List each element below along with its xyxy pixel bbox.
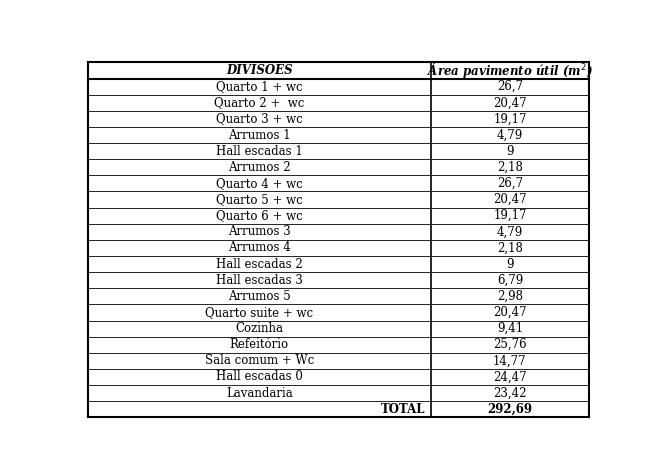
Text: 24,47: 24,47 bbox=[493, 370, 527, 383]
Text: Quarto 6 + wc: Quarto 6 + wc bbox=[216, 209, 303, 222]
Text: 2,18: 2,18 bbox=[497, 161, 523, 174]
Text: Quarto 5 + wc: Quarto 5 + wc bbox=[216, 193, 303, 206]
Text: 2,18: 2,18 bbox=[497, 241, 523, 255]
Text: Arrumos 2: Arrumos 2 bbox=[228, 161, 290, 174]
Text: Arrumos 3: Arrumos 3 bbox=[228, 225, 290, 238]
Text: 20,47: 20,47 bbox=[493, 193, 527, 206]
Text: 19,17: 19,17 bbox=[493, 113, 527, 125]
Text: 26,7: 26,7 bbox=[497, 80, 523, 93]
Text: 23,42: 23,42 bbox=[493, 387, 527, 399]
Text: 9,41: 9,41 bbox=[497, 322, 523, 335]
Text: Área pavimento útil (m$^2$): Área pavimento útil (m$^2$) bbox=[427, 61, 593, 80]
Text: 9: 9 bbox=[506, 257, 513, 271]
Text: Arrumos 5: Arrumos 5 bbox=[228, 290, 290, 303]
Text: Quarto 1 + wc: Quarto 1 + wc bbox=[216, 80, 303, 93]
Text: DIVISÕES: DIVISÕES bbox=[226, 64, 292, 77]
Text: 20,47: 20,47 bbox=[493, 306, 527, 319]
Text: 2,98: 2,98 bbox=[497, 290, 523, 303]
Text: 6,79: 6,79 bbox=[497, 274, 523, 287]
Text: Arrumos 1: Arrumos 1 bbox=[228, 129, 290, 142]
Text: Hall escadas 3: Hall escadas 3 bbox=[216, 274, 303, 287]
Text: Hall escadas 2: Hall escadas 2 bbox=[216, 257, 303, 271]
Text: Lavandaria: Lavandaria bbox=[226, 387, 292, 399]
Text: 4,79: 4,79 bbox=[497, 129, 523, 142]
Text: Quarto 4 + wc: Quarto 4 + wc bbox=[216, 177, 303, 190]
Text: Arrumos 4: Arrumos 4 bbox=[228, 241, 290, 255]
Text: Hall escadas 0: Hall escadas 0 bbox=[216, 370, 303, 383]
Text: Quarto suite + wc: Quarto suite + wc bbox=[205, 306, 314, 319]
Text: 26,7: 26,7 bbox=[497, 177, 523, 190]
Text: Refeitório: Refeitório bbox=[230, 338, 289, 351]
Text: 20,47: 20,47 bbox=[493, 96, 527, 109]
Text: 9: 9 bbox=[506, 145, 513, 158]
Text: 292,69: 292,69 bbox=[488, 403, 533, 416]
Text: Quarto 2 +  wc: Quarto 2 + wc bbox=[214, 96, 304, 109]
Text: 25,76: 25,76 bbox=[493, 338, 527, 351]
Text: 4,79: 4,79 bbox=[497, 225, 523, 238]
Text: Cozinha: Cozinha bbox=[236, 322, 283, 335]
Text: 14,77: 14,77 bbox=[493, 354, 527, 367]
Text: Hall escadas 1: Hall escadas 1 bbox=[216, 145, 303, 158]
Text: TOTAL: TOTAL bbox=[381, 403, 426, 416]
Text: Quarto 3 + wc: Quarto 3 + wc bbox=[216, 113, 303, 125]
Text: 19,17: 19,17 bbox=[493, 209, 527, 222]
Text: Sala comum + Wc: Sala comum + Wc bbox=[205, 354, 314, 367]
